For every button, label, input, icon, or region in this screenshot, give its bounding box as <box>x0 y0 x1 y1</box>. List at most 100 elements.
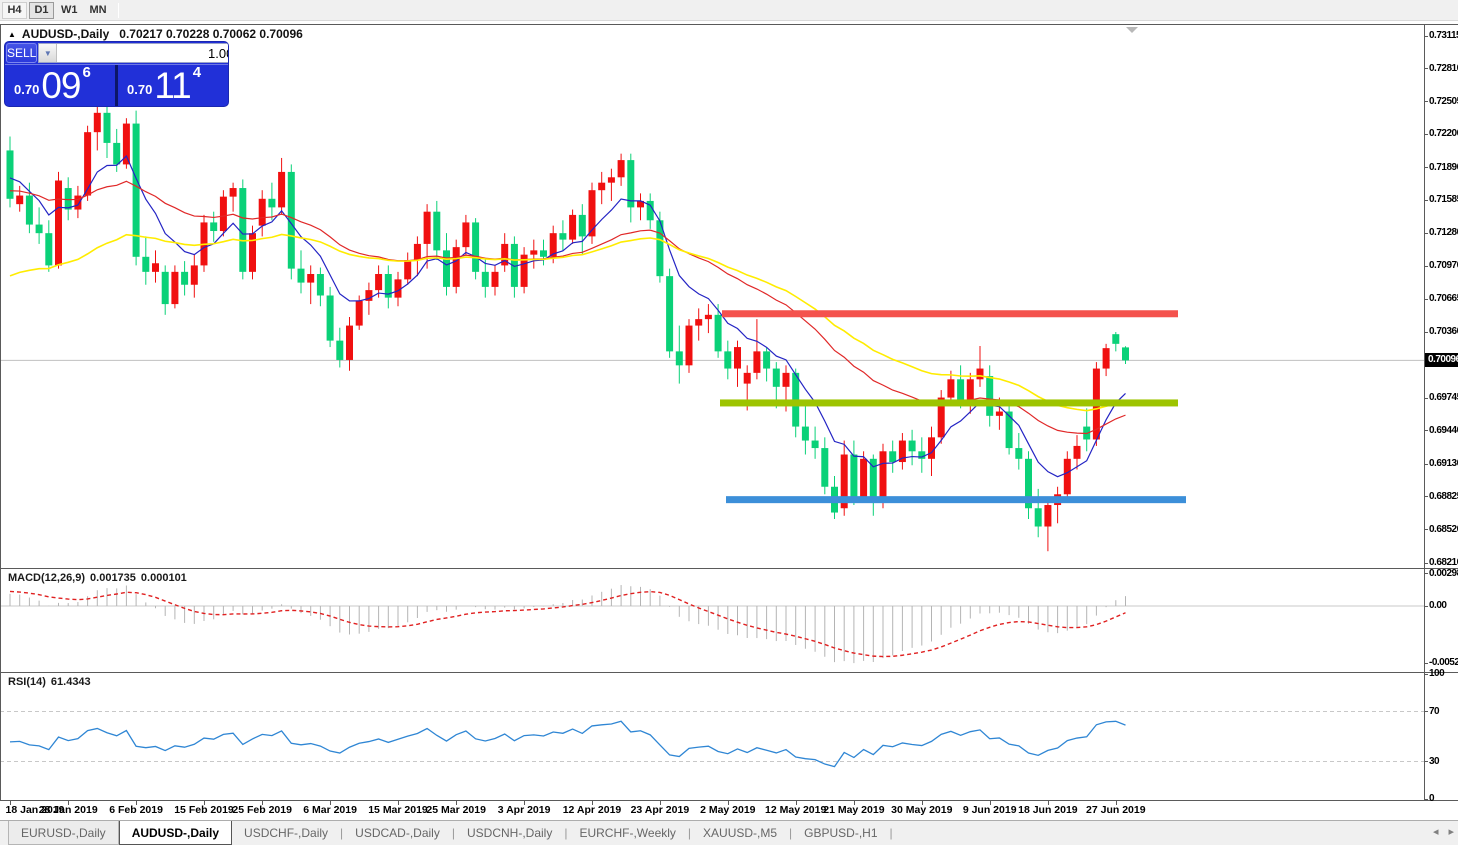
macd-scale-label: 0.00 <box>1429 600 1447 611</box>
candle-body <box>181 271 189 285</box>
volume-input[interactable] <box>57 44 228 62</box>
candle-body <box>763 351 771 369</box>
date-label: 6 Feb 2019 <box>109 804 163 816</box>
volume-decrease-icon[interactable]: ▼ <box>39 44 58 62</box>
tab-scroll-right-icon[interactable]: ▸ <box>1448 826 1454 838</box>
date-tick <box>1047 801 1049 805</box>
candle-body <box>549 233 557 257</box>
chart-tab-eurchf[interactable]: EURCHF-,Weekly <box>579 826 676 840</box>
price-scale-label-tick <box>1424 167 1428 169</box>
candle-body <box>898 440 906 463</box>
date-label: 2 May 2019 <box>700 804 756 816</box>
chart-tab-audusd[interactable]: AUDUSD-,Daily <box>118 821 233 845</box>
candle-body <box>675 351 683 366</box>
price-axis-line[interactable] <box>1424 24 1425 800</box>
macd-scale-label: -0.00525 <box>1429 657 1458 668</box>
candle-body <box>16 195 24 205</box>
chart-tab-eurusd[interactable]: EURUSD-,Daily <box>8 821 119 845</box>
candle-body <box>346 325 353 360</box>
candle-body <box>918 451 926 459</box>
chart-tab-gbpusd[interactable]: GBPUSD-,H1 <box>804 826 878 840</box>
buy-price-panel[interactable]: 0.70 11 4 <box>118 64 228 106</box>
price-scale-label-tick <box>1424 101 1428 103</box>
sell-button[interactable]: SELL <box>6 43 38 63</box>
candle-body <box>1034 508 1042 527</box>
macd-pane-separator[interactable] <box>0 568 1458 569</box>
timeframe-button-d1[interactable]: D1 <box>29 1 54 19</box>
candle-body <box>394 279 402 298</box>
candle-body <box>326 295 334 341</box>
chart-tab-usdcad[interactable]: USDCAD-,Daily <box>355 826 440 840</box>
chart-tab-usdchf[interactable]: USDCHF-,Daily <box>244 826 329 840</box>
candle-body <box>1025 458 1032 509</box>
date-tick <box>10 801 11 805</box>
horizontal-line-object <box>722 310 1178 318</box>
volume-spinner: ▼ ▲ <box>38 43 228 63</box>
candle-body <box>879 451 887 502</box>
price-scale-label: 0.72505 <box>1429 95 1458 107</box>
candle-body <box>35 224 43 234</box>
macd-scale-label-tick <box>1424 573 1428 575</box>
candle-body <box>1112 334 1120 344</box>
chart-canvas[interactable] <box>0 22 1425 800</box>
candle-body <box>510 243 518 287</box>
tab-separator: | <box>451 826 455 840</box>
date-label: 18 Jan 2019 <box>5 804 65 816</box>
collapse-triangle-icon[interactable]: ▲ <box>8 29 16 39</box>
one-click-trading-panel: SELL ▼ ▲ BUY 0.70 09 6 0.70 11 4 <box>5 42 228 106</box>
rsi-scale-label: 100 <box>1429 668 1445 679</box>
price-scale-label-tick <box>1424 232 1428 234</box>
date-label: 12 Apr 2019 <box>562 804 622 816</box>
macd-scale-label-tick <box>1424 662 1428 664</box>
tab-scroll-left-icon[interactable]: ◂ <box>1432 826 1439 838</box>
price-scale-label-tick <box>1424 298 1428 300</box>
candle-body <box>132 123 140 257</box>
bid-price-badge: 0.70096 <box>1425 353 1458 368</box>
timeframe-button-w1[interactable]: W1 <box>61 4 78 16</box>
candle-body <box>6 150 14 199</box>
horizontal-line-object <box>720 399 1178 407</box>
date-axis[interactable]: 18 Jan 2019 28 Jan 2019 6 Feb 2019 15 Feb 2… <box>0 801 1425 820</box>
timeframe-button-mn[interactable]: MN <box>89 4 107 16</box>
candle-body <box>966 379 974 401</box>
candle-body <box>142 256 150 272</box>
candle-body <box>976 368 984 380</box>
date-label: 3 Apr 2019 <box>497 804 551 816</box>
candle-body <box>152 263 159 272</box>
chart-shift-marker-icon <box>1126 27 1138 33</box>
chart-tab-usdcnh[interactable]: USDCNH-,Daily <box>466 826 553 840</box>
timeframe-button-h4[interactable]: H4 <box>2 1 27 19</box>
date-label: 18 Jun 2019 <box>1018 804 1078 816</box>
candle-body <box>336 340 344 360</box>
candle-body <box>588 190 596 237</box>
chart-tab-xauusd[interactable]: XAUUSD-,M5 <box>703 826 778 840</box>
date-tick <box>592 801 593 805</box>
price-scale-label-tick <box>1424 199 1428 201</box>
candle-body <box>210 222 218 232</box>
rsi-pane-separator[interactable] <box>0 672 1458 673</box>
pane-border-left <box>0 24 1 800</box>
candle-body <box>530 250 538 255</box>
candle-body <box>850 454 858 498</box>
candle-body <box>598 182 606 191</box>
tab-separator: | <box>564 826 568 840</box>
candle-body <box>869 458 877 502</box>
candle-body <box>811 440 819 449</box>
candle-body <box>607 177 615 183</box>
price-scale-label: 0.68825 <box>1429 490 1458 502</box>
sell-price-panel[interactable]: 0.70 09 6 <box>5 64 118 106</box>
price-scale-label-tick <box>1424 430 1428 432</box>
date-label: 15 Mar 2019 <box>368 804 428 816</box>
candle-body <box>1073 445 1081 459</box>
buy-price-pip: 4 <box>192 64 202 81</box>
date-label: 25 Mar 2019 <box>426 804 486 816</box>
buy-price-prefix: 0.70 <box>127 82 153 97</box>
rsi-scale-label: 70 <box>1429 705 1440 717</box>
tab-separator: | <box>789 826 793 840</box>
rsi-scale-label: 0 <box>1429 793 1435 804</box>
tab-separator: | <box>889 826 893 840</box>
candle-body <box>297 268 305 283</box>
